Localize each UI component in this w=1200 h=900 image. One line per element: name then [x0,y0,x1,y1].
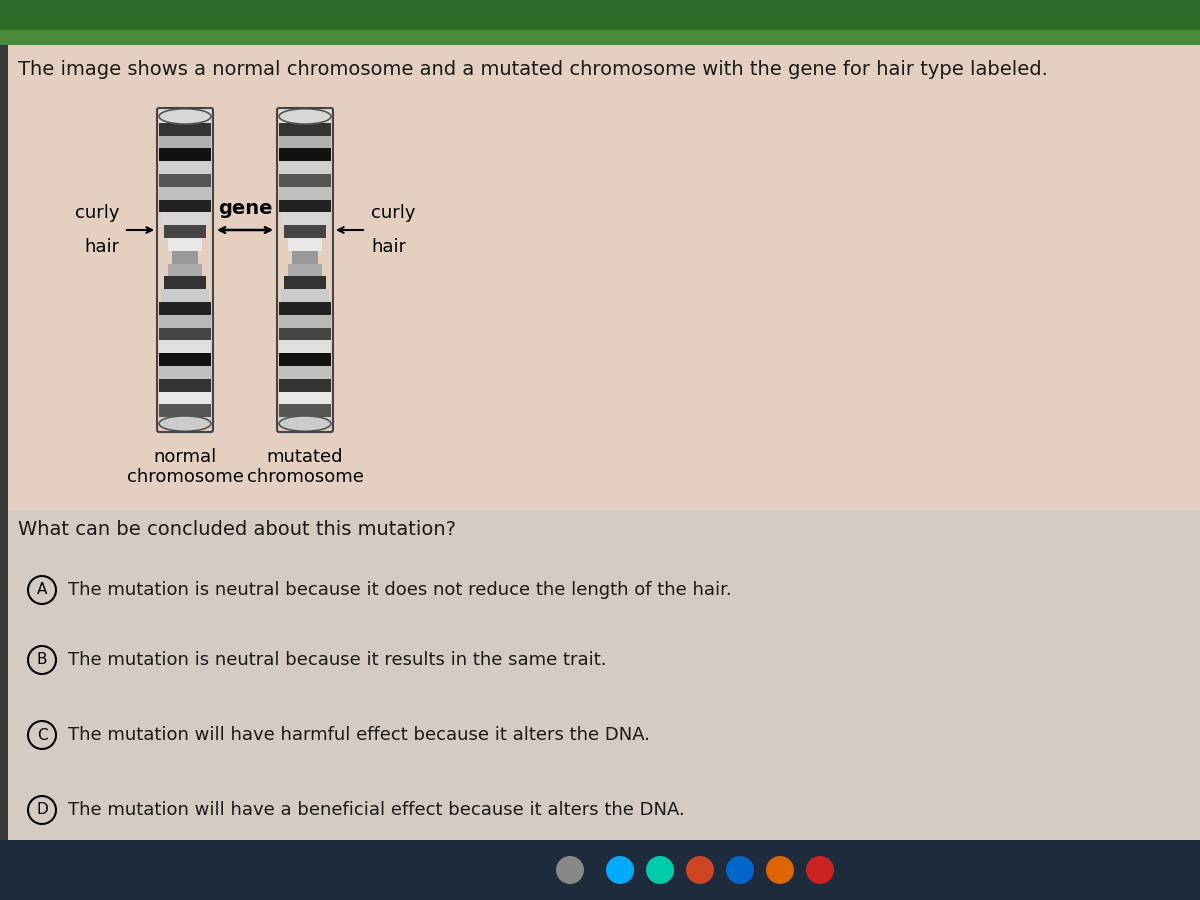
Bar [158,187,211,200]
Bar [278,174,331,187]
Bar [168,238,202,251]
Bar [164,225,206,238]
Text: A: A [37,582,47,598]
Bar [278,328,331,340]
Text: The mutation is neutral because it does not reduce the length of the hair.: The mutation is neutral because it does … [68,581,732,599]
Text: chromosome: chromosome [126,468,244,486]
Bar [288,264,322,276]
Text: The mutation is neutral because it results in the same trait.: The mutation is neutral because it resul… [68,651,606,669]
Bar [158,174,211,187]
Bar [278,110,331,122]
Circle shape [686,856,714,884]
Bar [161,289,209,302]
Text: mutated: mutated [266,448,343,466]
Bar [278,200,331,212]
Bar [158,353,211,366]
Bar [278,366,331,379]
Circle shape [766,856,794,884]
Text: hair: hair [371,238,406,256]
Text: D: D [36,803,48,817]
Circle shape [556,856,584,884]
Bar [278,404,331,418]
Ellipse shape [278,109,331,124]
Bar [158,340,211,353]
Bar [0,0,1200,510]
Bar [278,340,331,353]
Bar [278,161,331,174]
Bar [292,251,318,264]
Bar [284,276,326,289]
Bar [288,238,322,251]
Text: What can be concluded about this mutation?: What can be concluded about this mutatio… [18,520,456,539]
Circle shape [606,856,634,884]
Bar [281,212,329,225]
Bar [158,404,211,418]
Circle shape [806,856,834,884]
Ellipse shape [158,109,211,124]
Bar [0,0,1200,30]
Ellipse shape [278,416,331,431]
Bar [164,276,206,289]
Bar [278,353,331,366]
Text: The mutation will have a beneficial effect because it alters the DNA.: The mutation will have a beneficial effe… [68,801,685,819]
Text: gene: gene [217,199,272,218]
Bar [278,148,331,161]
Bar [278,187,331,200]
Bar [278,392,331,404]
Text: B: B [37,652,47,668]
Bar [278,136,331,149]
Bar [278,379,331,392]
Text: curly: curly [74,204,119,222]
Bar [158,366,211,379]
Ellipse shape [158,416,211,431]
Text: chromosome: chromosome [246,468,364,486]
Bar [158,110,211,122]
Bar [281,289,329,302]
Bar [158,315,211,328]
Bar [0,840,1200,900]
Bar [278,418,331,430]
Text: C: C [37,727,47,742]
Bar [158,148,211,161]
Bar [158,328,211,340]
Text: The mutation will have harmful effect because it alters the DNA.: The mutation will have harmful effect be… [68,726,650,744]
Text: The image shows a normal chromosome and a mutated chromosome with the gene for h: The image shows a normal chromosome and … [18,60,1048,79]
Bar [0,840,1200,900]
Bar [158,161,211,174]
Bar [284,225,326,238]
Bar [278,302,331,315]
Bar [278,122,331,136]
Bar [168,264,202,276]
Bar [161,212,209,225]
Bar [158,122,211,136]
Bar [158,302,211,315]
Bar [158,136,211,149]
Circle shape [726,856,754,884]
Bar [278,315,331,328]
Text: normal: normal [154,448,217,466]
Bar [0,45,8,840]
Text: curly: curly [371,204,415,222]
Text: hair: hair [84,238,119,256]
Bar [158,200,211,212]
Bar [0,30,1200,45]
Bar [158,379,211,392]
Bar [172,251,198,264]
Bar [158,392,211,404]
Bar [0,510,1200,840]
Circle shape [646,856,674,884]
Bar [158,418,211,430]
